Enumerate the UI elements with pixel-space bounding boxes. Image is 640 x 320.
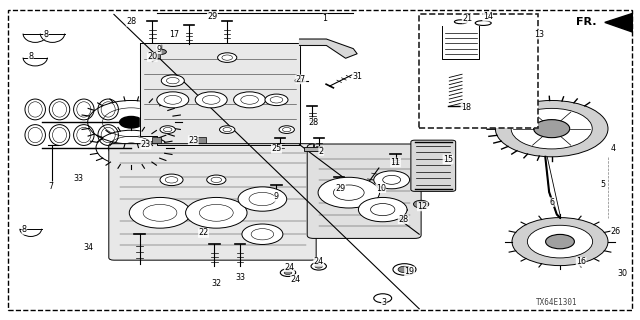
Bar (304, 147, 323, 151)
Text: 2: 2 (319, 147, 324, 156)
Circle shape (160, 126, 175, 133)
Text: 28: 28 (126, 17, 136, 26)
Circle shape (413, 200, 429, 208)
Text: 32: 32 (211, 279, 221, 288)
Text: 9: 9 (274, 192, 279, 201)
Text: 29: 29 (207, 12, 218, 21)
Text: 11: 11 (390, 158, 401, 167)
Circle shape (160, 174, 183, 186)
Circle shape (195, 92, 227, 108)
Text: 5: 5 (600, 180, 605, 189)
Circle shape (284, 271, 292, 275)
Circle shape (318, 177, 380, 208)
Circle shape (512, 218, 608, 266)
Circle shape (511, 108, 592, 149)
Polygon shape (140, 43, 300, 145)
Text: 9: 9 (156, 45, 161, 54)
Text: 17: 17 (169, 30, 179, 39)
Text: 8: 8 (44, 30, 49, 39)
Text: 12: 12 (417, 202, 428, 211)
Polygon shape (605, 13, 632, 32)
Text: 30: 30 (617, 269, 627, 278)
Text: 31: 31 (352, 72, 362, 81)
Text: 24: 24 (291, 275, 301, 284)
Circle shape (398, 266, 411, 273)
Text: 1: 1 (323, 14, 328, 23)
Bar (419, 14, 538, 128)
Text: 25: 25 (271, 144, 282, 153)
Text: 26: 26 (611, 228, 621, 236)
Circle shape (374, 171, 410, 189)
Circle shape (122, 143, 140, 152)
FancyBboxPatch shape (307, 144, 421, 238)
Text: 16: 16 (576, 257, 586, 266)
Circle shape (545, 234, 575, 249)
Text: 33: 33 (73, 174, 83, 183)
Text: FR.: FR. (576, 17, 596, 28)
Text: 34: 34 (83, 244, 93, 252)
Circle shape (315, 264, 323, 268)
Polygon shape (300, 39, 357, 58)
Circle shape (156, 49, 166, 54)
Text: 8: 8 (22, 225, 27, 234)
Text: 18: 18 (461, 103, 471, 112)
Bar (150, 54, 160, 58)
Text: 28: 28 (308, 118, 319, 127)
Circle shape (265, 94, 288, 106)
Circle shape (495, 100, 608, 157)
Text: 10: 10 (376, 184, 386, 193)
Text: 7: 7 (49, 182, 54, 191)
Text: 20: 20 (147, 52, 157, 61)
Text: 28: 28 (398, 215, 408, 224)
Text: 23: 23 (188, 136, 198, 145)
Circle shape (279, 126, 294, 133)
Circle shape (242, 224, 283, 244)
Circle shape (129, 197, 191, 228)
Circle shape (358, 197, 407, 222)
Text: 33: 33 (235, 273, 245, 282)
Circle shape (238, 187, 287, 211)
Circle shape (220, 126, 235, 133)
Text: 27: 27 (296, 75, 306, 84)
Text: TX64E1301: TX64E1301 (536, 298, 578, 307)
Text: 21: 21 (462, 14, 472, 23)
Circle shape (120, 116, 143, 128)
Text: 3: 3 (381, 298, 387, 307)
Text: 15: 15 (443, 155, 453, 164)
Text: 29: 29 (335, 184, 346, 193)
Text: 8: 8 (28, 52, 33, 61)
FancyBboxPatch shape (411, 140, 456, 191)
Text: 19: 19 (404, 267, 415, 276)
FancyBboxPatch shape (109, 144, 316, 260)
Circle shape (157, 92, 189, 108)
Circle shape (234, 92, 266, 108)
Text: 6: 6 (549, 198, 554, 207)
Bar (197, 137, 206, 143)
Circle shape (534, 120, 570, 138)
Text: 22: 22 (198, 228, 209, 237)
Text: 13: 13 (534, 30, 544, 39)
Text: 24: 24 (284, 263, 294, 272)
Text: 23: 23 (141, 140, 151, 149)
Text: 24: 24 (314, 257, 324, 266)
Text: 4: 4 (611, 144, 616, 153)
Circle shape (527, 225, 593, 258)
Circle shape (161, 75, 184, 86)
Bar (152, 137, 161, 143)
Text: 14: 14 (483, 12, 493, 21)
Circle shape (186, 197, 247, 228)
Circle shape (207, 175, 226, 185)
Circle shape (218, 53, 237, 62)
